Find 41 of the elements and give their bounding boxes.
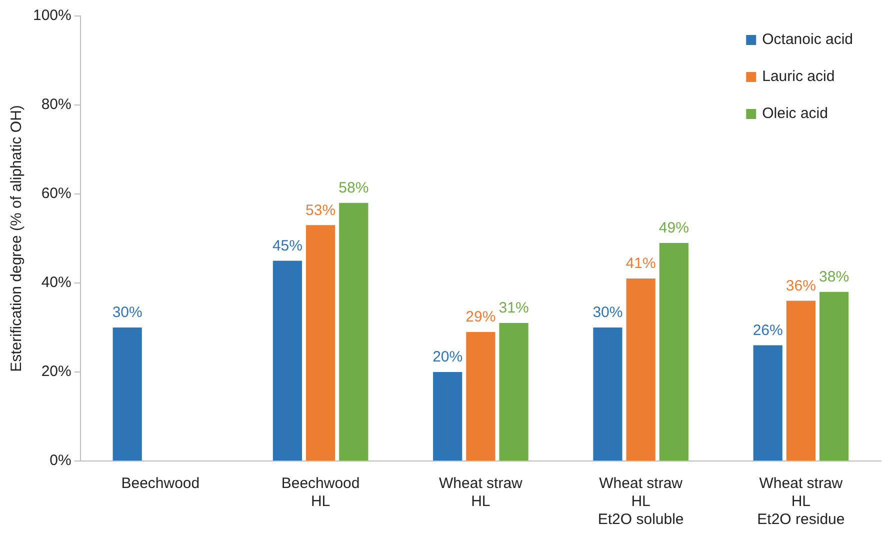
y-tick-label: 40%	[41, 274, 72, 292]
data-label: 30%	[112, 304, 142, 322]
data-label: 30%	[592, 304, 623, 322]
data-label: 41%	[626, 255, 656, 272]
y-axis-title: Esterification degree (% of aliphatic OH)	[8, 105, 26, 372]
bar	[339, 202, 368, 460]
y-tick-label: 60%	[41, 185, 72, 202]
legend-label: Oleic acid	[762, 105, 828, 122]
x-tick-label: Beechwood	[121, 475, 200, 492]
y-tick-label: 100%	[32, 7, 72, 24]
bar	[306, 225, 336, 460]
data-label: 53%	[306, 202, 336, 219]
legend-label: Octanoic acid	[762, 31, 854, 48]
bar	[466, 332, 496, 460]
data-label: 45%	[272, 237, 302, 254]
data-label: 38%	[819, 268, 850, 286]
bar	[272, 260, 302, 460]
x-tick-label: Wheat straw HL Et2O residue	[757, 475, 845, 528]
bar	[112, 328, 142, 460]
y-tick-label: 80%	[41, 96, 72, 114]
data-label: 29%	[466, 308, 496, 326]
data-label: 31%	[498, 300, 529, 317]
x-tick-label: Wheat straw HL	[439, 475, 523, 510]
x-tick-label: Wheat straw HL Et2O soluble	[598, 475, 684, 528]
bar	[499, 323, 528, 460]
data-label: 36%	[786, 277, 816, 294]
bar	[659, 242, 688, 460]
bar	[626, 278, 656, 460]
x-tick-label: Beechwood HL	[281, 475, 360, 510]
bar	[786, 300, 816, 460]
data-label: 20%	[432, 348, 463, 366]
bar	[433, 372, 462, 460]
y-tick-label: 0%	[50, 452, 72, 470]
data-label: 49%	[658, 220, 689, 237]
data-label: 26%	[752, 322, 783, 339]
bar	[593, 328, 622, 460]
y-tick-label: 20%	[41, 363, 72, 380]
data-label: 58%	[338, 180, 369, 197]
bar	[753, 345, 782, 460]
legend-label: Lauric acid	[762, 68, 835, 86]
bar	[819, 292, 849, 460]
